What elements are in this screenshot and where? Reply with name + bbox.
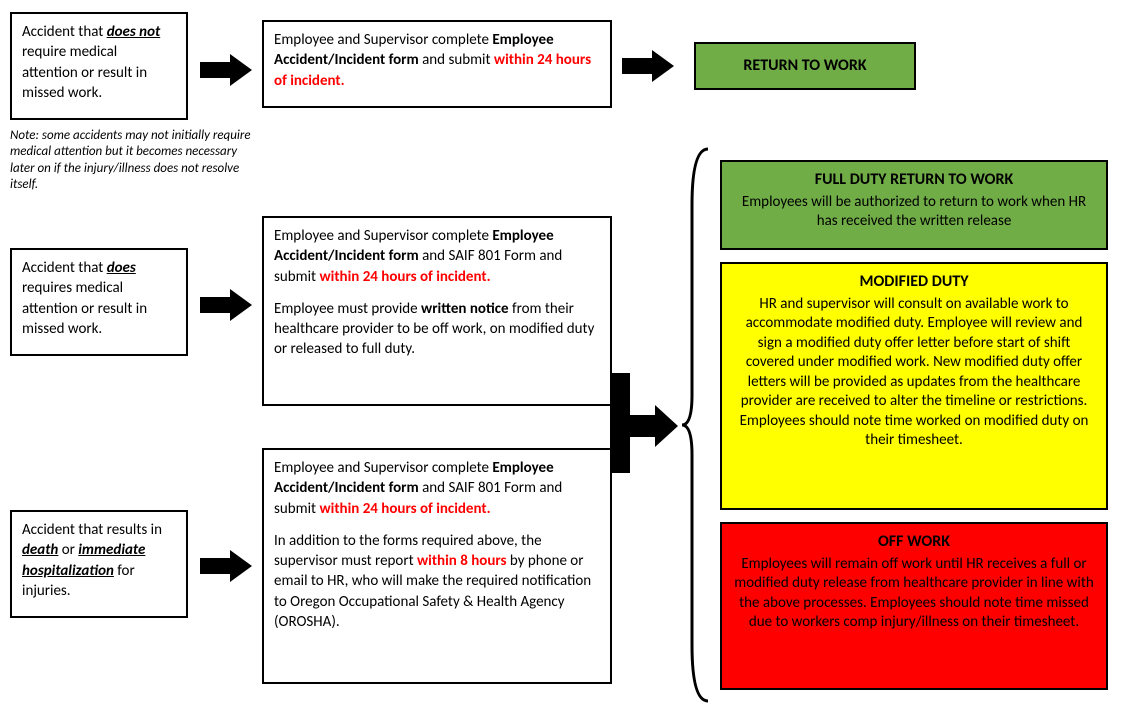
action-box-2: Employee and Supervisor complete Employe… [262, 216, 612, 406]
text: Accident that does requires medical atte… [22, 259, 147, 338]
return-to-work-box: RETURN TO WORK [694, 42, 916, 90]
note-text: Note: some accidents may not initially r… [10, 128, 260, 193]
accident-no-medical-box: Accident that does not require medical a… [10, 12, 188, 120]
arrow-3 [200, 546, 255, 591]
curly-brace [678, 145, 712, 710]
p2: Employee must provide written notice fro… [274, 299, 600, 360]
arrow-2 [200, 285, 255, 330]
text: Accident that does not require medical a… [22, 23, 160, 102]
arrow-4 [622, 46, 677, 91]
full-duty-box: FULL DUTY RETURN TO WORK Employees will … [720, 160, 1108, 250]
p2: In addition to the forms required above,… [274, 531, 600, 632]
off-work-box: OFF WORK Employees will remain off work … [720, 522, 1108, 690]
body: HR and supervisor will consult on availa… [740, 295, 1089, 450]
arrow-1 [200, 50, 255, 95]
p1: Employee and Supervisor complete Employe… [274, 226, 600, 287]
body: Employees will remain off work until HR … [734, 555, 1093, 632]
merge-arrow [610, 373, 680, 478]
accident-death-box: Accident that results in death or immedi… [10, 510, 188, 618]
p1: Employee and Supervisor complete Employe… [274, 458, 600, 519]
action-box-1: Employee and Supervisor complete Employe… [262, 20, 612, 108]
modified-duty-box: MODIFIED DUTY HR and supervisor will con… [720, 262, 1108, 510]
text: Employee and Supervisor complete Employe… [274, 31, 591, 90]
action-box-3: Employee and Supervisor complete Employe… [262, 448, 612, 684]
text: Accident that results in death or immedi… [22, 521, 162, 600]
accident-medical-box: Accident that does requires medical atte… [10, 248, 188, 356]
body: Employees will be authorized to return t… [742, 193, 1086, 231]
